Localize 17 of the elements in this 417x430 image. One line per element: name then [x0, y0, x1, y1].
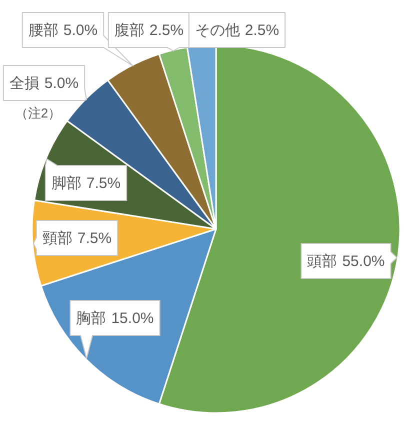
slice-label: 全損: [9, 74, 40, 92]
data-label: 5.0%: [63, 22, 98, 38]
data-label: 55.0%: [342, 252, 385, 270]
text: （注2）: [14, 106, 62, 120]
slice-label: 脚部: [51, 174, 82, 192]
data-label: 2.5%: [244, 22, 280, 38]
slice-label: 頭部: [307, 252, 338, 270]
slice-label: その他: [194, 22, 240, 38]
data-label: 7.5%: [86, 174, 121, 192]
data-label: 5.0%: [44, 74, 79, 92]
slice-label: 腹部: [114, 22, 144, 38]
data-label: 7.5%: [77, 230, 112, 246]
slice-label: 腰部: [28, 22, 58, 38]
data-label: 15.0%: [111, 310, 154, 326]
data-label: 2.5%: [149, 22, 184, 38]
slice-label: 頸部: [42, 230, 72, 246]
slice-label: 胸部: [76, 310, 106, 326]
